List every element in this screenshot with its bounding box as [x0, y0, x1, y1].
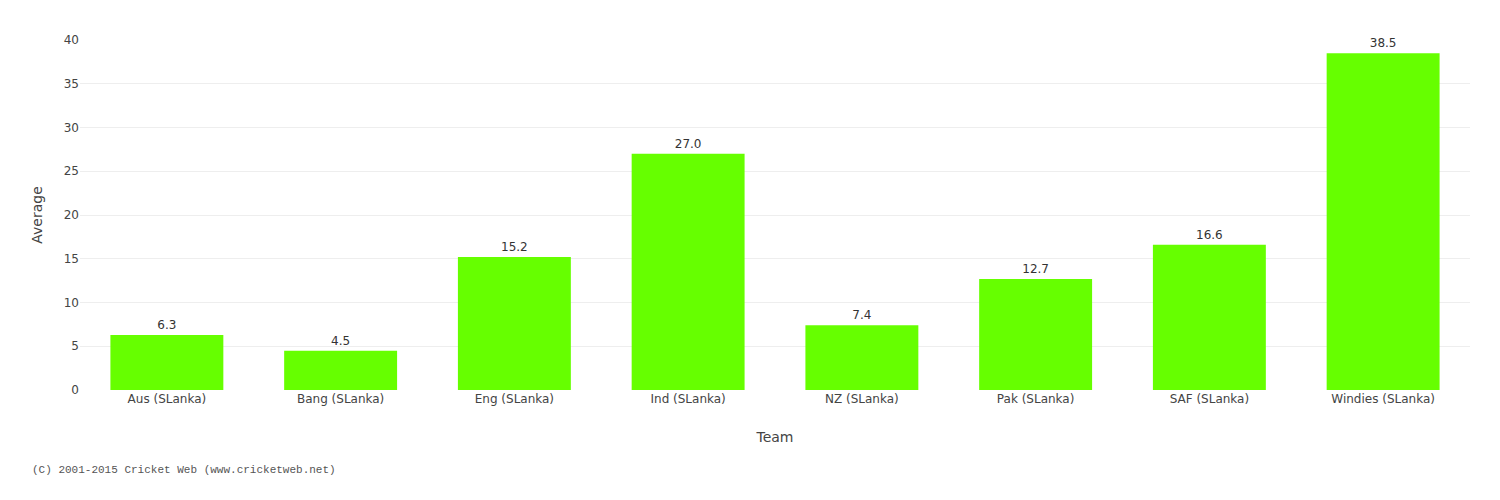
svg-text:0: 0 — [71, 383, 79, 397]
svg-text:7.4: 7.4 — [852, 308, 871, 322]
svg-text:10: 10 — [64, 296, 79, 310]
svg-text:5: 5 — [71, 339, 79, 353]
svg-text:SAF (SLanka): SAF (SLanka) — [1170, 392, 1249, 406]
svg-text:Ind (SLanka): Ind (SLanka) — [650, 392, 725, 406]
svg-text:30: 30 — [64, 121, 79, 135]
svg-text:Bang (SLanka): Bang (SLanka) — [297, 392, 384, 406]
svg-text:27.0: 27.0 — [675, 137, 702, 151]
svg-text:Team: Team — [755, 429, 793, 445]
svg-text:20: 20 — [64, 208, 79, 222]
svg-text:NZ (SLanka): NZ (SLanka) — [825, 392, 899, 406]
svg-text:35: 35 — [64, 77, 79, 91]
svg-text:Aus (SLanka): Aus (SLanka) — [128, 392, 207, 406]
svg-text:Average: Average — [29, 186, 45, 244]
svg-text:Windies (SLanka): Windies (SLanka) — [1331, 392, 1435, 406]
svg-text:38.5: 38.5 — [1370, 36, 1397, 50]
svg-text:Pak (SLanka): Pak (SLanka) — [997, 392, 1075, 406]
svg-text:15: 15 — [64, 252, 79, 266]
svg-text:Eng (SLanka): Eng (SLanka) — [475, 392, 554, 406]
svg-text:6.3: 6.3 — [157, 318, 176, 332]
svg-text:4.5: 4.5 — [331, 334, 350, 348]
svg-text:40: 40 — [64, 33, 79, 47]
svg-text:15.2: 15.2 — [501, 240, 528, 254]
svg-text:12.7: 12.7 — [1022, 262, 1049, 276]
svg-text:16.6: 16.6 — [1196, 228, 1223, 242]
svg-text:25: 25 — [64, 164, 79, 178]
svg-text:(C) 2001-2015 Cricket Web (www: (C) 2001-2015 Cricket Web (www.cricketwe… — [32, 464, 336, 476]
